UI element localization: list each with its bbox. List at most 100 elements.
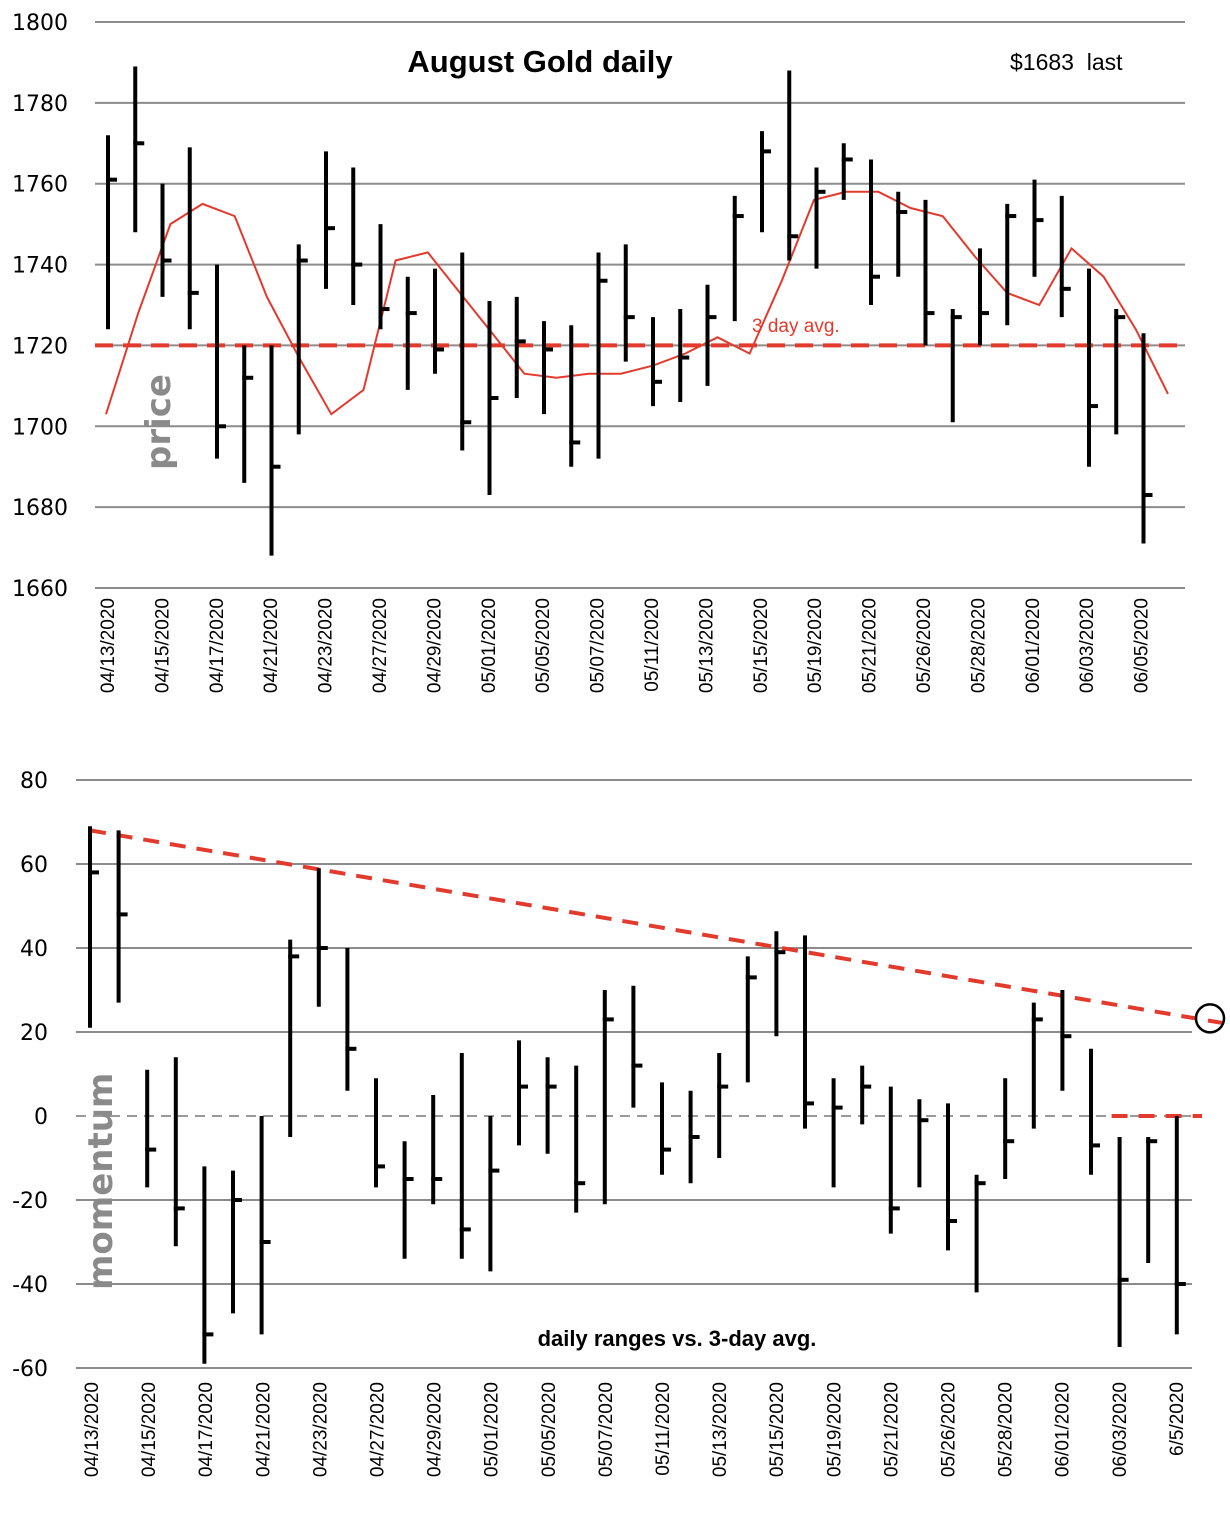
- x-tick-label: 05/11/2020: [642, 598, 663, 692]
- ohlc-bar: [405, 276, 417, 390]
- x-tick-label: 05/15/2020: [751, 598, 772, 693]
- x-tick-label: 05/05/2020: [539, 1382, 560, 1477]
- ohlc-bar: [296, 244, 308, 435]
- ohlc-bar: [351, 167, 363, 305]
- x-tick-label: 04/13/2020: [82, 1382, 103, 1477]
- ohlc-bar: [814, 167, 826, 269]
- ohlc-bar: [974, 1174, 986, 1293]
- ohlc-bar: [378, 224, 390, 330]
- x-tick-label: 04/23/2020: [310, 1382, 331, 1477]
- ohlc-bar: [745, 956, 757, 1083]
- ohlc-bar: [345, 948, 357, 1091]
- price-gridlines: [95, 21, 1185, 589]
- x-tick-label: 05/05/2020: [533, 598, 554, 693]
- y-tick-label: 1700: [12, 415, 68, 440]
- ohlc-bar: [459, 1053, 471, 1259]
- x-tick-label: 05/19/2020: [805, 598, 826, 693]
- y-tick-label: -40: [12, 1273, 48, 1298]
- y-tick-label: -20: [12, 1189, 48, 1214]
- ohlc-bar: [574, 1065, 586, 1213]
- momentum-x-axis-ticks: 04/13/2020 04/15/2020 04/17/2020 04/21/2020…: [82, 1382, 1188, 1477]
- x-tick-label: 04/21/2020: [261, 598, 282, 693]
- ohlc-bar: [242, 345, 254, 483]
- ohlc-bar: [269, 345, 281, 556]
- ohlc-bar: [316, 868, 328, 1007]
- ohlc-bar: [324, 151, 335, 289]
- ohlc-bar: [660, 1082, 671, 1175]
- three-day-avg-label: 3 day avg.: [752, 316, 840, 337]
- ohlc-bar: [517, 1040, 528, 1146]
- price-x-axis-ticks: 04/13/2020 04/15/2020 04/17/2020 04/21/2020…: [98, 598, 1153, 693]
- ohlc-bar: [717, 1053, 729, 1158]
- x-tick-label: 05/01/2020: [482, 1382, 503, 1477]
- ohlc-bar: [514, 296, 526, 398]
- ohlc-bar: [487, 300, 499, 496]
- ohlc-bar: [1089, 1048, 1100, 1175]
- x-tick-label: 06/01/2020: [1023, 598, 1044, 693]
- chart-title: August Gold daily: [407, 44, 673, 79]
- x-tick-label: 04/29/2020: [425, 1382, 446, 1477]
- ohlc-bar: [888, 1086, 900, 1234]
- y-tick-label: -60: [12, 1357, 48, 1382]
- x-tick-label: 04/21/2020: [253, 1382, 274, 1477]
- ohlc-bar: [1060, 990, 1072, 1091]
- ohlc-bar: [160, 183, 172, 297]
- ohlc-bar: [1031, 1002, 1043, 1129]
- x-tick-label: 04/17/2020: [207, 598, 228, 693]
- y-tick-label: 0: [34, 1105, 48, 1130]
- ohlc-bar: [946, 1103, 957, 1251]
- ohlc-bar: [623, 244, 635, 362]
- y-tick-label: 1740: [12, 254, 68, 279]
- ohlc-bar: [145, 1069, 157, 1188]
- ohlc-bar: [1087, 268, 1098, 467]
- ohlc-bar: [402, 1141, 414, 1259]
- x-tick-label: 05/21/2020: [881, 1382, 902, 1477]
- x-tick-label: 05/15/2020: [767, 1382, 788, 1477]
- x-tick-label: 04/13/2020: [98, 598, 119, 693]
- ohlc-bar: [1032, 179, 1044, 277]
- ohlc-bar: [116, 830, 128, 1003]
- ohlc-bar: [1003, 1078, 1015, 1179]
- x-tick-label: 05/28/2020: [968, 598, 989, 693]
- momentum-bars: [88, 826, 1186, 1364]
- ohlc-bar: [460, 252, 472, 451]
- ohlc-bar: [831, 1078, 843, 1188]
- ohlc-bar: [688, 1090, 700, 1184]
- x-tick-label: 05/21/2020: [860, 598, 881, 693]
- x-tick-label: 05/07/2020: [596, 1382, 617, 1477]
- x-tick-label: 05/01/2020: [479, 598, 500, 693]
- ohlc-bar: [923, 199, 935, 346]
- ohlc-bar: [173, 1057, 185, 1247]
- x-tick-label: 04/17/2020: [196, 1382, 217, 1477]
- x-tick-label: 06/03/2020: [1077, 598, 1098, 693]
- x-tick-label: 05/13/2020: [710, 1382, 731, 1477]
- x-tick-label: 05/19/2020: [824, 1382, 845, 1477]
- x-tick-label: 04/15/2020: [139, 1382, 160, 1477]
- x-tick-label: 05/13/2020: [696, 598, 717, 693]
- x-tick-label: 04/15/2020: [152, 598, 173, 693]
- ohlc-bar: [1114, 309, 1126, 435]
- y-tick-label: 1760: [12, 173, 68, 198]
- ohlc-bar: [231, 1170, 242, 1314]
- ohlc-bar: [133, 66, 145, 233]
- x-tick-label: 04/29/2020: [424, 598, 445, 693]
- y-tick-label: 1720: [12, 334, 68, 359]
- price-bars: [106, 66, 1153, 556]
- x-tick-label: 05/26/2020: [939, 1382, 960, 1477]
- ohlc-bar: [1059, 195, 1071, 318]
- ohlc-bar: [896, 191, 908, 277]
- ohlc-bar: [431, 1095, 443, 1205]
- price-axis-label: price: [139, 374, 179, 470]
- ohlc-bar: [841, 143, 853, 200]
- ohlc-bar: [1141, 333, 1153, 544]
- momentum-axis-label: momentum: [81, 1073, 121, 1290]
- x-tick-label: 04/23/2020: [316, 598, 337, 693]
- ohlc-bar: [602, 990, 614, 1205]
- last-price-annotation: $1683 last: [1010, 49, 1123, 75]
- ohlc-bar: [1005, 203, 1017, 326]
- declining-trendline: [89, 828, 1226, 1026]
- ohlc-bar: [569, 325, 581, 467]
- momentum-chart-title: daily ranges vs. 3-day avg.: [538, 1326, 817, 1351]
- ohlc-bar: [374, 1078, 385, 1188]
